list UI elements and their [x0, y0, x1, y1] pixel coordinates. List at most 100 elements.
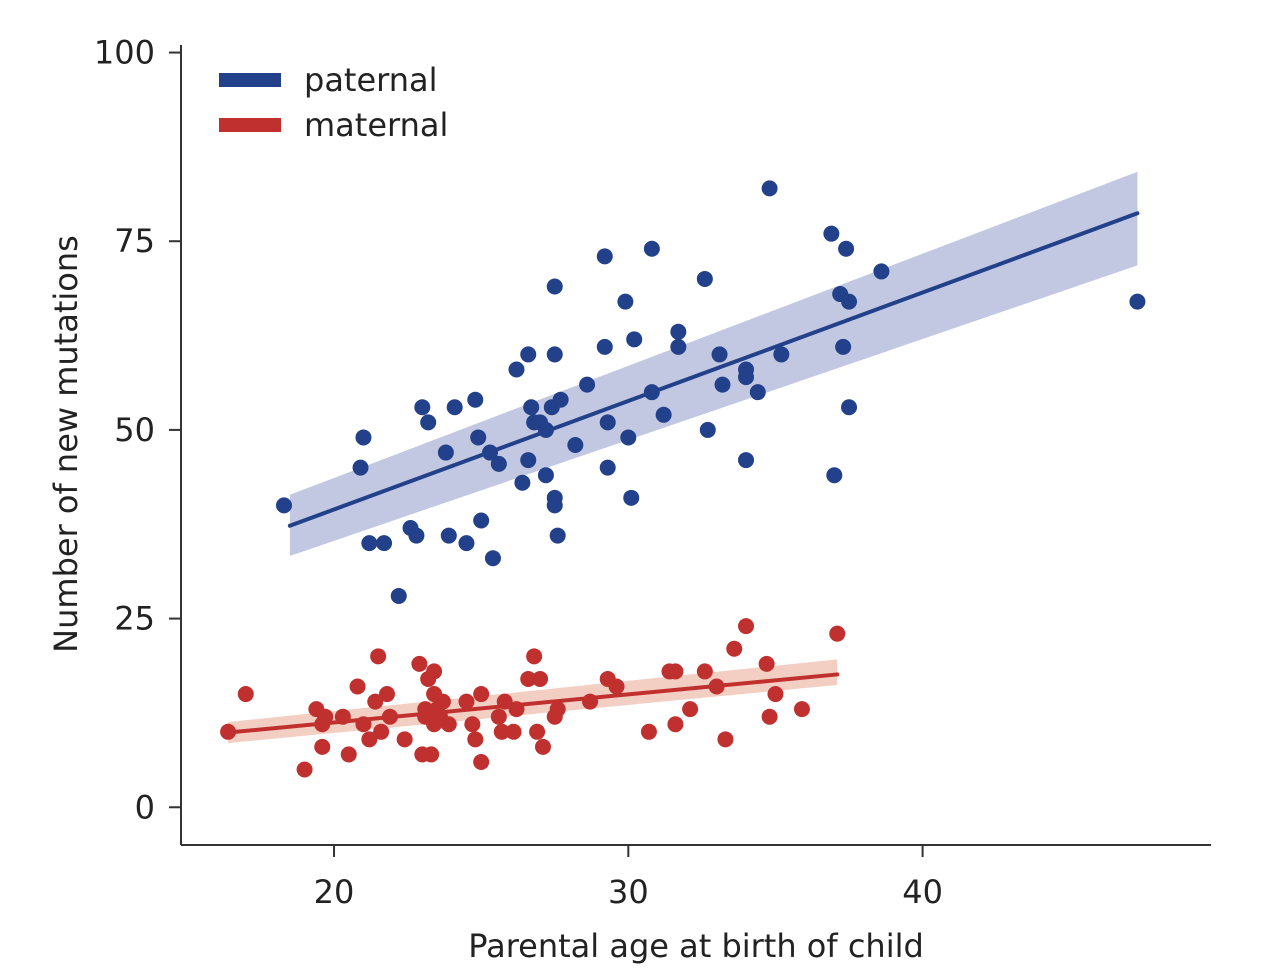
- legend-label-maternal: maternal: [304, 106, 448, 144]
- y-tick-label-25: 25: [114, 600, 155, 638]
- y-axis-label: Number of new mutations: [47, 235, 85, 653]
- paternal-point-62: [826, 467, 843, 484]
- paternal-point-58: [749, 384, 766, 401]
- paternal-point-39: [596, 338, 613, 355]
- y-tick-label-0: 0: [135, 788, 155, 826]
- paternal-point-68: [873, 263, 890, 280]
- legend-label-paternal: paternal: [304, 61, 438, 99]
- maternal-point-30: [440, 716, 457, 733]
- paternal-point-19: [490, 455, 507, 472]
- maternal-point-24: [426, 663, 443, 680]
- maternal-point-53: [667, 663, 684, 680]
- paternal-point-30: [546, 278, 563, 295]
- paternal-point-15: [470, 429, 487, 446]
- paternal-point-5: [390, 587, 407, 604]
- maternal-point-55: [682, 701, 699, 718]
- maternal-point-1: [237, 686, 254, 703]
- maternal-confidence-band: [228, 659, 838, 744]
- maternal-point-63: [767, 686, 784, 703]
- maternal-point-58: [717, 731, 734, 748]
- paternal-point-56: [738, 369, 755, 386]
- paternal-point-66: [841, 293, 858, 310]
- maternal-point-33: [467, 731, 484, 748]
- maternal-point-64: [793, 701, 810, 718]
- maternal-point-43: [529, 723, 546, 740]
- maternal-point-12: [367, 693, 384, 710]
- maternal-point-36: [490, 708, 507, 725]
- paternal-point-2: [355, 429, 372, 446]
- maternal-point-56: [696, 663, 713, 680]
- x-tick-label-20: 20: [314, 873, 355, 911]
- paternal-fit-line: [287, 211, 1140, 528]
- maternal-point-44: [532, 670, 549, 687]
- paternal-point-64: [835, 338, 852, 355]
- maternal-point-47: [549, 701, 566, 718]
- maternal-point-8: [340, 746, 357, 763]
- paternal-point-51: [696, 270, 713, 287]
- maternal-point-18: [411, 655, 428, 672]
- paternal-point-44: [623, 489, 640, 506]
- paternal-point-53: [711, 346, 728, 363]
- maternal-point-13: [370, 648, 387, 665]
- maternal-point-32: [464, 716, 481, 733]
- paternal-point-12: [446, 399, 463, 416]
- maternal-point-41: [520, 670, 537, 687]
- paternal-point-41: [599, 459, 616, 476]
- confidence-bands: [228, 171, 1138, 744]
- maternal-point-50: [608, 678, 625, 695]
- paternal-point-28: [537, 467, 554, 484]
- paternal-point-33: [546, 497, 563, 514]
- maternal-point-6: [317, 708, 334, 725]
- paternal-point-65: [838, 240, 855, 257]
- paternal-point-4: [376, 535, 393, 552]
- paternal-point-67: [841, 399, 858, 416]
- paternal-point-31: [546, 346, 563, 363]
- maternal-point-62: [761, 708, 778, 725]
- paternal-point-14: [467, 391, 484, 408]
- maternal-point-34: [473, 686, 490, 703]
- maternal-point-11: [361, 731, 378, 748]
- paternal-point-7: [408, 527, 425, 544]
- maternal-point-4: [314, 738, 331, 755]
- maternal-point-51: [640, 723, 657, 740]
- paternal-point-18: [484, 550, 501, 567]
- maternal-point-17: [396, 731, 413, 748]
- paternal-point-69: [1129, 293, 1146, 310]
- paternal-point-61: [823, 225, 840, 242]
- maternal-point-2: [296, 761, 313, 778]
- maternal-point-59: [726, 640, 743, 657]
- maternal-point-29: [434, 693, 451, 710]
- paternal-point-22: [520, 346, 537, 363]
- maternal-point-14: [373, 723, 390, 740]
- maternal-point-37: [493, 723, 510, 740]
- paternal-point-35: [552, 391, 569, 408]
- maternal-point-9: [349, 678, 366, 695]
- paternal-point-8: [414, 399, 431, 416]
- maternal-point-54: [667, 716, 684, 733]
- maternal-point-39: [505, 723, 522, 740]
- legend-swatch-paternal: [219, 73, 281, 87]
- paternal-point-20: [508, 361, 525, 378]
- paternal-point-43: [620, 429, 637, 446]
- paternal-point-13: [458, 535, 475, 552]
- paternal-point-10: [437, 444, 454, 461]
- maternal-point-15: [379, 686, 395, 703]
- axes: [180, 45, 1211, 846]
- paternal-point-36: [567, 437, 584, 453]
- paternal-point-45: [626, 331, 643, 348]
- x-tick-label-30: 30: [608, 873, 649, 911]
- maternal-point-35: [473, 753, 490, 770]
- paternal-point-21: [514, 474, 531, 491]
- y-tick-label-75: 75: [114, 222, 155, 260]
- paternal-point-48: [655, 406, 672, 423]
- paternal-point-3: [361, 535, 378, 552]
- maternal-point-45: [534, 738, 551, 755]
- paternal-point-52: [699, 421, 716, 438]
- paternal-confidence-band: [289, 171, 1138, 556]
- x-tick-label-40: 40: [902, 873, 943, 911]
- paternal-point-38: [596, 248, 613, 265]
- regression-lines: [226, 211, 1140, 735]
- paternal-point-37: [579, 376, 596, 393]
- paternal-point-42: [617, 293, 634, 310]
- maternal-fit-line: [226, 672, 840, 735]
